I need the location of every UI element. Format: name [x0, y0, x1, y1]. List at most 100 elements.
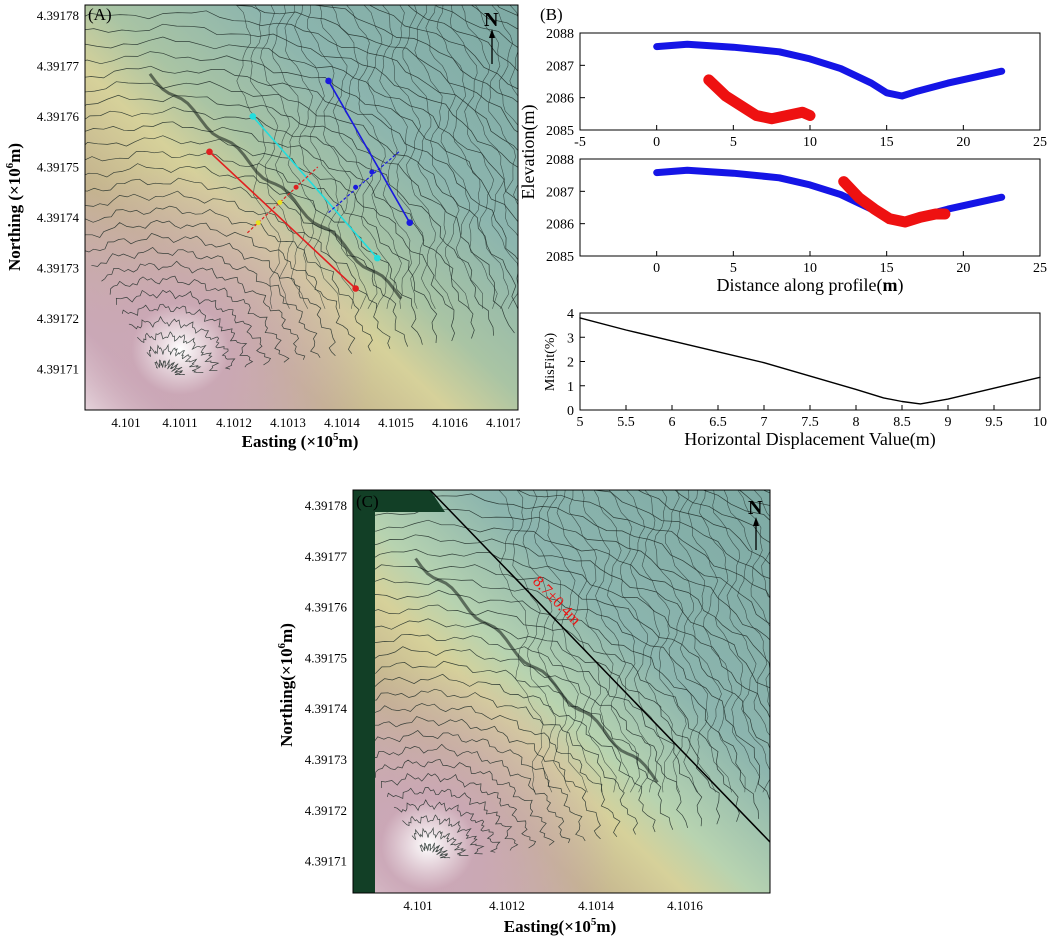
contour-line [154, 359, 186, 376]
x-tick-label: 4.1014 [578, 898, 614, 913]
contour-line [85, 190, 391, 349]
contour-line [271, 5, 326, 309]
panel-b: (B) 2088 2087 2086 2085 -5 0 5 10 15 20 25 2088 208… [518, 0, 1052, 460]
offset-dot [255, 220, 261, 226]
panel-c-label: (C) [356, 492, 379, 511]
y-tick-label: 4.39171 [305, 854, 347, 869]
contour-line [387, 787, 519, 851]
contour-line [85, 23, 518, 168]
y-tick-label: 2085 [546, 124, 574, 139]
contour-line [85, 220, 356, 354]
y-tick-label: 4.39178 [37, 8, 79, 23]
offset-dot [293, 184, 299, 190]
y-tick-label: 3 [567, 331, 574, 346]
contour-line [546, 490, 603, 793]
contour-line [236, 5, 282, 309]
x-tick-label: 25 [1033, 135, 1047, 150]
profile-line [327, 80, 411, 224]
contour-line [391, 5, 436, 309]
elevation-axis-label: Elevation(m) [520, 105, 539, 200]
misfit-axis-label: MisFit(%) [543, 332, 558, 391]
profile-endpoint [352, 285, 359, 292]
y-axis-label: Northing (×106m) [4, 143, 24, 271]
distance-axis-label: Distance along profile(m) [717, 275, 904, 296]
contour-line [85, 232, 336, 356]
contour-line [737, 490, 770, 709]
contour-line [85, 51, 518, 223]
contour-line [353, 589, 760, 819]
contour-line [637, 490, 770, 565]
contour-line [109, 275, 290, 363]
y-tick-label: 4.39171 [37, 362, 79, 377]
contour-line [414, 5, 470, 309]
contour-line [85, 106, 494, 336]
profile-endpoint [406, 219, 414, 226]
contour-line [353, 634, 703, 827]
contour-line [85, 36, 518, 202]
x-tick-label: 9 [945, 415, 952, 430]
contour-line [516, 490, 770, 599]
contour-line [85, 150, 438, 344]
y-tick-label: 1 [567, 380, 574, 395]
contour-line [146, 343, 204, 373]
y-tick-label: 4.39177 [305, 549, 348, 564]
x-tick-label: 4.1012 [216, 415, 252, 430]
elevation-chart-bottom: 2088 2087 2086 2085 0 5 10 15 20 25 [546, 153, 1047, 276]
contour-line [312, 5, 518, 103]
x-tick-label: 20 [956, 261, 970, 276]
x-tick-label: 0 [653, 261, 660, 276]
y-tick-label: 4.39173 [37, 261, 79, 276]
y-tick-label: 4.39173 [305, 752, 347, 767]
panel-c: 8.7±0.4m (C) N 4.39178 4.39177 4.39176 4.39… [270, 470, 790, 940]
y-tick-label: 4.39174 [305, 701, 348, 716]
contour-line [374, 759, 555, 846]
contour-line [723, 490, 770, 737]
series-line [703, 74, 816, 125]
contour-line [353, 604, 740, 822]
svg-text:N: N [484, 9, 499, 31]
contour-lines [85, 5, 518, 376]
panel-c-map: 8.7±0.4m (C) N 4.391784.391774.391764.39… [276, 489, 790, 936]
contour-line [234, 5, 518, 133]
contour-line [85, 10, 518, 152]
contour-lines [353, 490, 790, 859]
contour-line [436, 5, 498, 309]
y-tick-label: 2 [567, 356, 574, 371]
x-tick-label: 4.1012 [489, 898, 525, 913]
contour-line [772, 490, 790, 792]
offset-dot [353, 184, 359, 190]
contour-line [419, 842, 451, 859]
contour-line [121, 303, 254, 368]
x-tick-label: 25 [1033, 261, 1047, 276]
y-tick-label: 2086 [546, 92, 574, 107]
x-tick-label: 4.1013 [270, 415, 306, 430]
x-tick-label: 6 [669, 415, 676, 430]
x-axis-label: Easting (×105m) [242, 431, 359, 451]
y-tick-label: 2088 [546, 27, 574, 42]
contour-line [115, 289, 272, 366]
contour-line [137, 331, 220, 372]
x-tick-label: 4.1017 [486, 415, 520, 430]
contour-line [353, 673, 656, 833]
x-tick-label: 4.1011 [162, 415, 197, 430]
profile-endpoint [249, 113, 257, 120]
series-line [838, 176, 951, 228]
contour-line [353, 716, 601, 840]
x-tick-label: 15 [880, 135, 894, 150]
contour-line [522, 490, 571, 793]
profile-endpoint [325, 77, 332, 85]
x-tick-label: 4.101 [403, 898, 432, 913]
y-tick-label: 2085 [546, 250, 574, 265]
contour-line [712, 490, 770, 793]
y-tick-label: 2086 [546, 218, 574, 233]
contour-line [363, 5, 412, 309]
x-tick-label: 0 [653, 135, 660, 150]
masked-corner [353, 490, 445, 512]
y-tick-label: 4.39176 [37, 109, 80, 124]
contour-line [491, 5, 518, 206]
y-tick-label: 4.39175 [37, 160, 79, 175]
y-tick-label: 4 [567, 307, 574, 322]
panel-a-label: (A) [88, 5, 112, 24]
contour-line [353, 646, 688, 828]
